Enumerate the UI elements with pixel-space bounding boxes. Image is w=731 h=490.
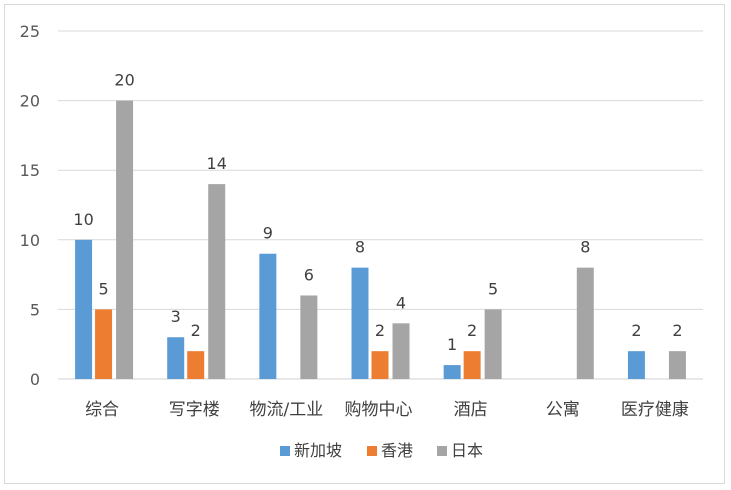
category-label: 写字楼: [169, 400, 220, 420]
bars: [75, 100, 686, 379]
y-tick-label: 20: [20, 92, 40, 111]
bar-日本-医疗健康: [668, 351, 686, 379]
data-label-香港-写字楼: 2: [191, 321, 201, 340]
data-label-日本-综合: 20: [114, 71, 134, 90]
data-label-香港-酒店: 2: [467, 321, 477, 340]
x-axis-categories: 综合 写字楼 物流/工业 购物中心 酒店 公寓 医疗健康: [85, 400, 689, 420]
bar-日本-公寓: [576, 267, 594, 379]
bar-香港-酒店: [463, 351, 481, 379]
data-label-香港-购物中心: 2: [375, 321, 385, 340]
y-tick-label: 10: [20, 231, 40, 250]
bar-日本-综合: [116, 100, 134, 379]
category-label: 酒店: [454, 400, 488, 420]
data-label-日本-写字楼: 14: [207, 154, 227, 173]
legend-swatch-新加坡: [280, 446, 290, 456]
legend-label-日本: 日本: [451, 441, 483, 460]
data-label-新加坡-综合: 10: [73, 210, 93, 229]
gridlines: [58, 30, 703, 380]
y-axis-ticks: 0 5 10 15 20 25: [20, 22, 40, 389]
data-label-日本-购物中心: 4: [396, 293, 406, 312]
bar-日本-写字楼: [208, 184, 226, 379]
data-label-日本-酒店: 5: [488, 279, 498, 298]
data-label-新加坡-购物中心: 8: [355, 238, 365, 257]
legend-label-新加坡: 新加坡: [294, 441, 342, 460]
category-label: 购物中心: [345, 400, 413, 420]
data-label-新加坡-写字楼: 3: [171, 307, 181, 326]
bar-香港-综合: [95, 309, 113, 379]
legend-swatch-香港: [367, 446, 377, 456]
data-label-日本-医疗健康: 2: [672, 321, 682, 340]
bar-新加坡-写字楼: [167, 337, 185, 379]
category-label: 综合: [85, 400, 119, 420]
category-label: 公寓: [546, 400, 580, 420]
legend: 新加坡 香港 日本: [280, 441, 483, 460]
bar-日本-酒店: [484, 309, 502, 379]
legend-label-香港: 香港: [381, 441, 413, 460]
bar-日本-物流/工业: [300, 295, 318, 379]
legend-swatch-日本: [437, 446, 447, 456]
bar-香港-写字楼: [187, 351, 205, 379]
category-label: 物流/工业: [249, 400, 323, 420]
data-label-日本-物流/工业: 6: [304, 265, 314, 284]
bar-新加坡-酒店: [443, 365, 461, 379]
bar-新加坡-购物中心: [351, 267, 369, 379]
data-label-香港-综合: 5: [98, 279, 108, 298]
bar-新加坡-综合: [75, 239, 93, 379]
y-tick-label: 0: [30, 370, 40, 389]
category-label: 医疗健康: [621, 400, 689, 420]
y-tick-label: 5: [30, 300, 40, 319]
data-label-日本-公寓: 8: [580, 238, 590, 257]
bar-香港-购物中心: [371, 351, 389, 379]
bar-新加坡-医疗健康: [627, 351, 645, 379]
bar-新加坡-物流/工业: [259, 253, 277, 379]
data-label-新加坡-物流/工业: 9: [263, 224, 273, 243]
bar-日本-购物中心: [392, 323, 410, 379]
y-tick-label: 25: [20, 22, 40, 41]
data-label-新加坡-医疗健康: 2: [631, 321, 641, 340]
data-label-新加坡-酒店: 1: [447, 335, 457, 354]
y-tick-label: 15: [20, 161, 40, 180]
